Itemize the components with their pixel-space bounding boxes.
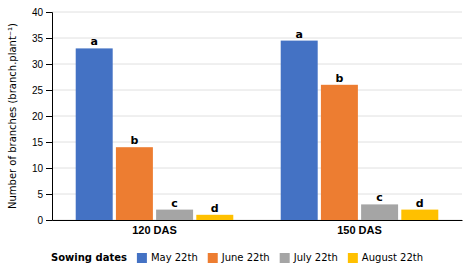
- legend-title: Sowing dates: [51, 252, 127, 263]
- y-tick: 30: [32, 59, 52, 70]
- y-tick-label: 30: [32, 59, 44, 70]
- x-tick: 150 DAS: [337, 224, 382, 236]
- y-axis-title: Number of branches (branch.plant⁻¹): [7, 23, 18, 209]
- grid-line: [52, 12, 462, 13]
- y-tick-mark: [46, 220, 52, 221]
- plot-area: a a b b c c d d 0 5 10 15 20 25 30 35 40 120 DAS 150 DAS: [32, 7, 463, 236]
- y-tick: 0: [37, 215, 52, 226]
- bar: [76, 48, 113, 220]
- legend-swatch: [137, 253, 147, 263]
- y-tick: 5: [37, 189, 52, 200]
- annotations: a a b b c c d d: [90, 28, 423, 215]
- legend-item: June 22th: [208, 252, 270, 263]
- bar-letter: c: [376, 191, 383, 204]
- y-tick: 10: [32, 163, 52, 174]
- x-axis: 120 DAS 150 DAS: [53, 221, 463, 236]
- y-tick-mark: [46, 142, 52, 143]
- chart-container: a a b b c c d d 0 5 10 15 20 25 30 35 40 120 DAS 150 DAS Nu…: [0, 0, 474, 270]
- y-tick-mark: [46, 12, 52, 13]
- bar: [116, 147, 153, 220]
- legend-label: June 22th: [221, 252, 270, 263]
- legend-swatch: [208, 253, 218, 263]
- y-tick-mark: [46, 90, 52, 91]
- y-tick-label: 0: [37, 215, 43, 226]
- legend-label: July 22th: [293, 252, 338, 263]
- y-tick-mark: [46, 38, 52, 39]
- y-tick-label: 40: [32, 7, 44, 18]
- bar-letter: b: [335, 72, 343, 85]
- bar: [361, 204, 398, 220]
- y-tick-label: 15: [32, 137, 44, 148]
- y-axis-line: [46, 13, 53, 221]
- bar-letter: b: [130, 134, 138, 147]
- y-axis: 0 5 10 15 20 25 30 35 40: [32, 7, 53, 226]
- y-tick: 15: [32, 137, 52, 148]
- grid-line: [52, 38, 462, 39]
- grid-line: [52, 64, 462, 65]
- bar: [281, 41, 318, 220]
- y-tick-label: 35: [32, 33, 44, 44]
- bar: [321, 85, 358, 220]
- y-tick-mark: [46, 64, 52, 65]
- y-tick-mark: [46, 116, 52, 117]
- bar-letter: a: [90, 35, 97, 48]
- chart-svg: a a b b c c d d 0 5 10 15 20 25 30 35 40 120 DAS 150 DAS Nu…: [0, 0, 474, 270]
- legend-item: August 22th: [348, 252, 423, 263]
- grid-line: [52, 194, 462, 195]
- bar-letter: a: [295, 28, 302, 41]
- y-tick: 20: [32, 111, 52, 122]
- x-axis-line: [53, 220, 463, 221]
- y-tick-label: 5: [37, 189, 43, 200]
- legend-swatch: [280, 253, 290, 263]
- grid-line: [52, 168, 462, 169]
- bars: [76, 41, 439, 220]
- legend-label: August 22th: [362, 252, 423, 263]
- legend-label: May 22th: [151, 252, 198, 263]
- legend-swatch: [348, 253, 358, 263]
- y-tick: 40: [32, 7, 52, 18]
- y-tick-mark: [46, 168, 52, 169]
- y-tick-mark: [46, 194, 52, 195]
- y-tick-label: 20: [32, 111, 44, 122]
- grid-line: [52, 220, 462, 221]
- legend-item: July 22th: [280, 252, 338, 263]
- x-tick: 120 DAS: [132, 224, 177, 236]
- x-tick-label: 150 DAS: [337, 224, 382, 236]
- y-tick-label: 25: [32, 85, 44, 96]
- bar: [196, 215, 233, 220]
- bar: [156, 210, 193, 220]
- y-tick-label: 10: [32, 163, 44, 174]
- bar-letter: d: [211, 202, 219, 215]
- grid-line: [52, 90, 462, 91]
- legend-item: May 22th: [137, 252, 198, 263]
- grid-line: [52, 116, 462, 117]
- x-tick-label: 120 DAS: [132, 224, 177, 236]
- y-tick: 25: [32, 85, 52, 96]
- grid-line: [52, 142, 462, 143]
- y-tick: 35: [32, 33, 52, 44]
- bar-letter: c: [171, 197, 178, 210]
- grid: [52, 12, 462, 220]
- legend: Sowing dates May 22th June 22th July 22th Au…: [51, 252, 423, 263]
- bar-letter: d: [416, 197, 424, 210]
- bar: [401, 210, 438, 220]
